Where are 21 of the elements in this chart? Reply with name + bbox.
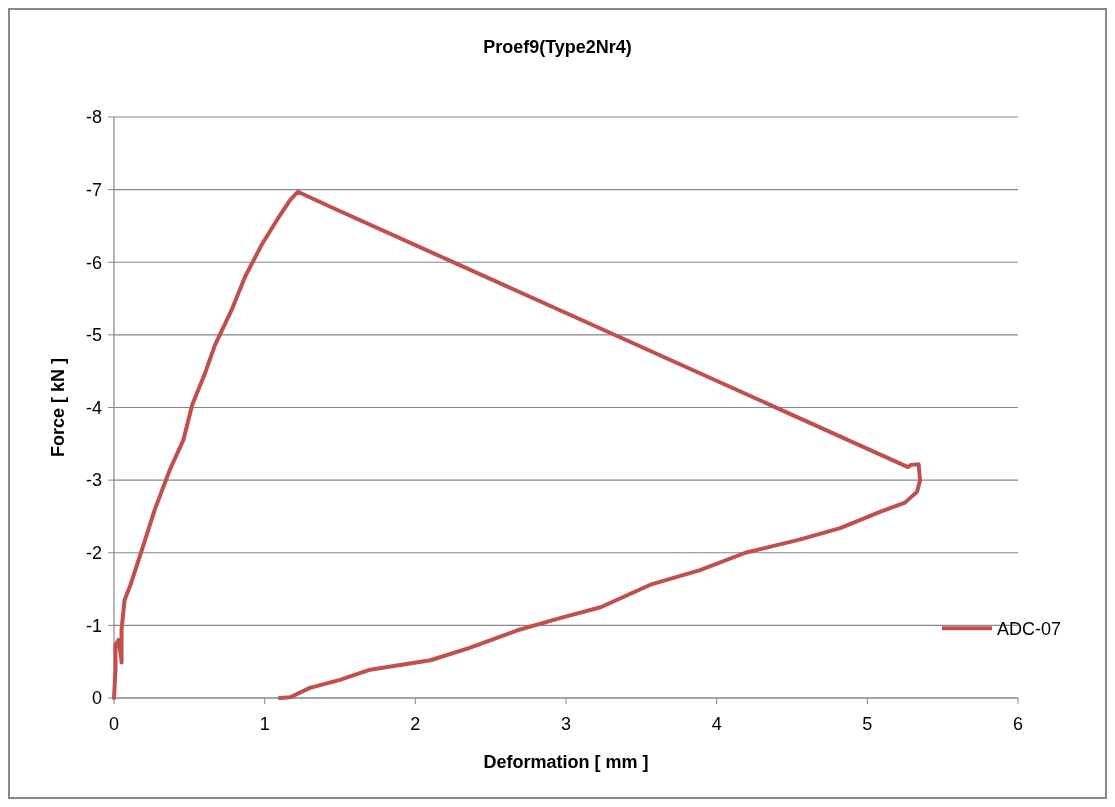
y-tick-label: -5 (85, 325, 102, 346)
x-tick-label: 6 (1012, 714, 1024, 734)
y-axis-title: Force [ kN ] (48, 357, 68, 458)
x-axis-title: Deformation [ mm ] (483, 752, 649, 772)
y-tick-label: -2 (85, 543, 102, 564)
x-tick-label: 1 (259, 714, 270, 734)
x-tick-label: 3 (560, 714, 572, 734)
x-tick-label: 4 (711, 714, 722, 734)
legend-label: ADC-07 (997, 618, 1062, 639)
y-tick-label: -7 (85, 179, 102, 200)
y-tick-label: -8 (85, 107, 102, 128)
y-tick-label: -6 (85, 252, 102, 273)
x-tick-label: 0 (108, 714, 120, 734)
y-tick-label: 0 (91, 688, 102, 709)
y-tick-label: -3 (85, 470, 102, 491)
x-tick-label: 2 (410, 714, 421, 734)
line-series (112, 189, 923, 700)
y-tick-label: -4 (85, 397, 102, 418)
x-tick-label: 5 (862, 714, 873, 734)
chart-title: Proef9(Type2Nr4) (483, 37, 632, 57)
y-tick-label: -1 (85, 615, 102, 636)
